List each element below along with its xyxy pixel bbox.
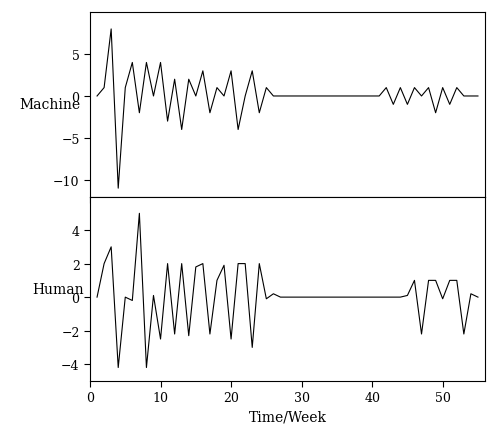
X-axis label: Time/Week: Time/Week xyxy=(248,410,326,424)
Y-axis label: Human: Human xyxy=(32,282,84,296)
Y-axis label: Machine: Machine xyxy=(20,98,81,112)
